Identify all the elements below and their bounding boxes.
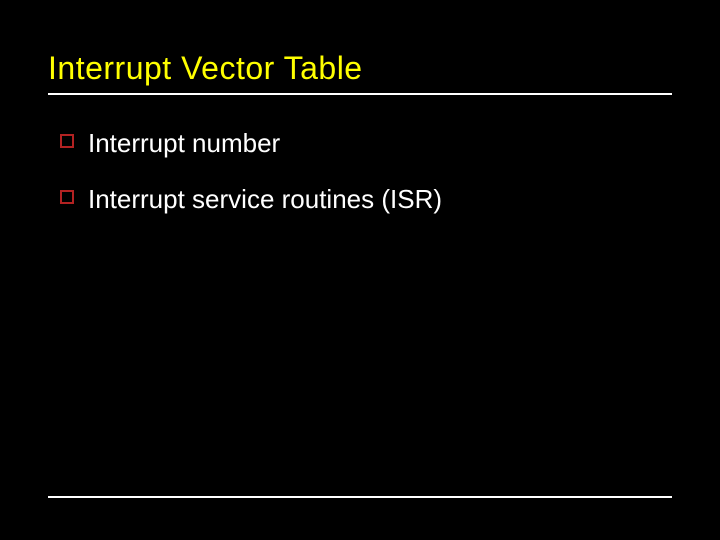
list-item: Interrupt service routines (ISR) (60, 183, 672, 217)
bullet-text: Interrupt service routines (ISR) (88, 183, 442, 217)
bottom-rule (48, 496, 672, 498)
square-bullet-icon (60, 190, 74, 204)
square-bullet-icon (60, 134, 74, 148)
slide-title: Interrupt Vector Table (48, 50, 672, 91)
bullet-text: Interrupt number (88, 127, 280, 161)
bullet-list: Interrupt number Interrupt service routi… (48, 127, 672, 217)
slide-container: Interrupt Vector Table Interrupt number … (0, 0, 720, 540)
list-item: Interrupt number (60, 127, 672, 161)
title-underline (48, 93, 672, 95)
